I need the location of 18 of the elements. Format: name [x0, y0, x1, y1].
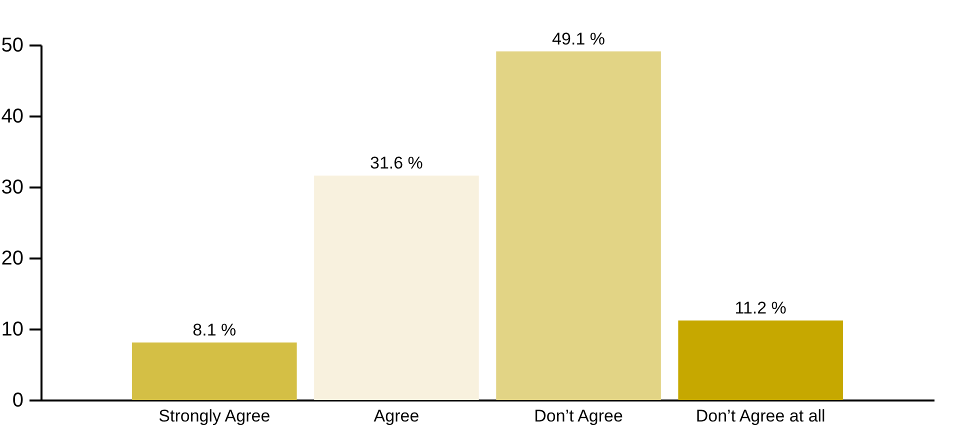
- data-label: 31.6 %: [370, 154, 423, 173]
- bar: [678, 320, 843, 400]
- x-tick-label: Don’t Agree: [534, 406, 623, 426]
- x-tick-label: Agree: [374, 406, 420, 426]
- y-tick-label: 50: [1, 34, 24, 56]
- data-label: 49.1 %: [552, 29, 605, 48]
- bar: [314, 176, 479, 400]
- y-tick-label: 0: [12, 390, 24, 412]
- x-tick-label: Strongly Agree: [158, 406, 270, 426]
- data-label: 8.1 %: [192, 320, 236, 340]
- y-tick-label: 20: [1, 248, 24, 270]
- bar: [496, 51, 661, 400]
- y-tick-label: 30: [1, 176, 24, 198]
- y-tick-label: 10: [1, 318, 24, 340]
- y-tick-label: 40: [1, 106, 24, 128]
- data-label: 11.2 %: [734, 298, 786, 318]
- x-tick-label: Don’t Agree at all: [696, 406, 826, 426]
- bar: [132, 342, 297, 400]
